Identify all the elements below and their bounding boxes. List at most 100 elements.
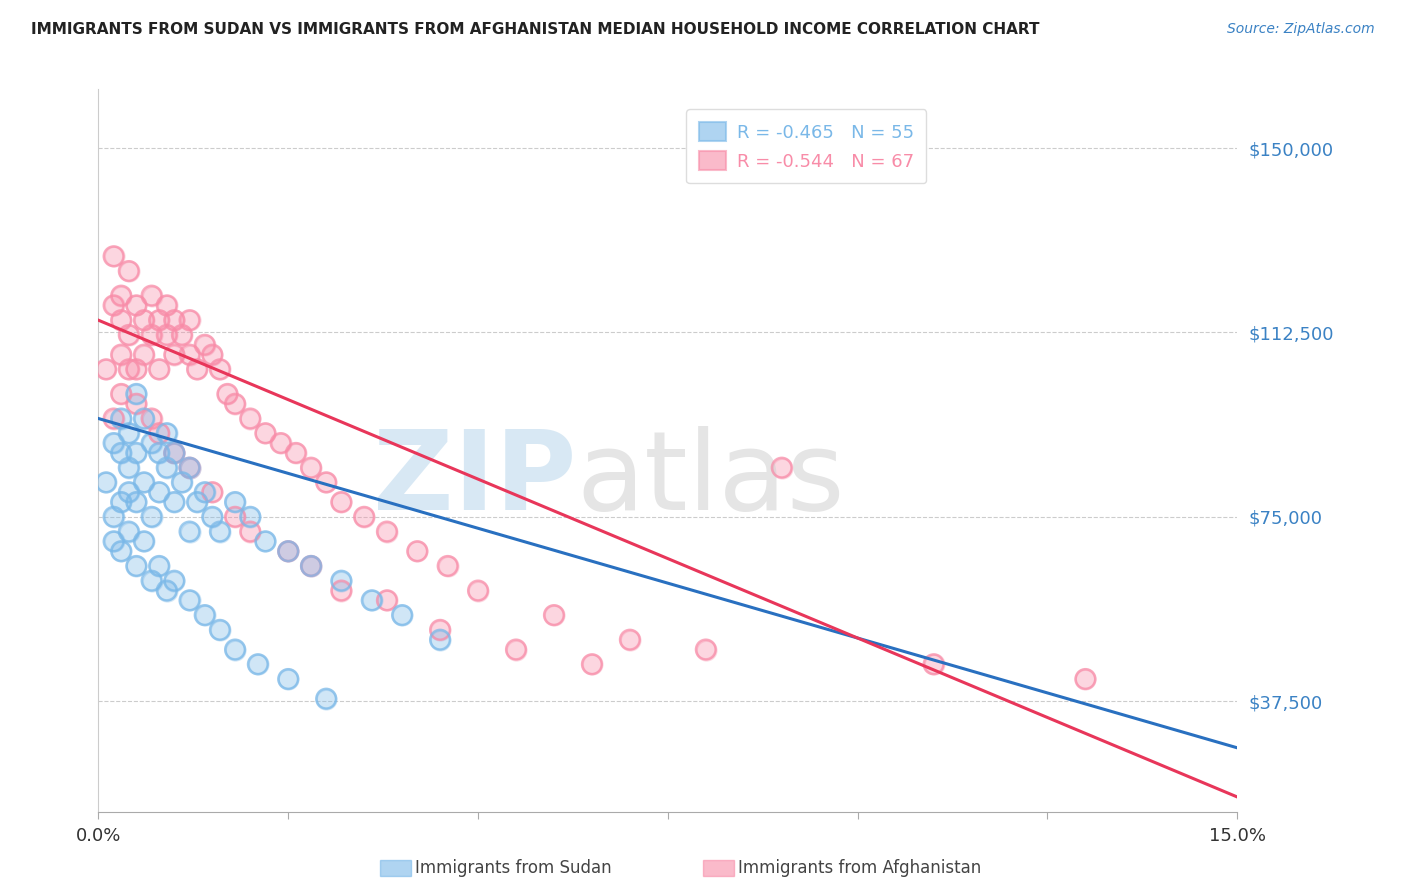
Point	[141, 328, 163, 343]
Point	[156, 583, 179, 598]
Point	[543, 608, 565, 623]
Point	[429, 623, 451, 637]
Point	[277, 544, 299, 558]
Point	[208, 524, 231, 539]
Point	[103, 534, 125, 549]
Point	[141, 436, 163, 450]
Point	[299, 558, 322, 573]
Point	[148, 362, 170, 376]
Point	[239, 411, 262, 425]
Text: Immigrants from Afghanistan: Immigrants from Afghanistan	[738, 859, 981, 877]
Point	[246, 657, 269, 672]
Point	[224, 509, 246, 524]
Point	[118, 485, 141, 500]
Point	[208, 362, 231, 376]
Point	[299, 558, 322, 573]
Point	[156, 460, 179, 475]
Point	[353, 509, 375, 524]
Point	[284, 446, 307, 460]
Point	[201, 348, 224, 362]
Point	[148, 313, 170, 327]
Point	[179, 313, 201, 327]
Point	[110, 544, 132, 558]
Point	[299, 460, 322, 475]
Point	[125, 362, 148, 376]
Point	[201, 485, 224, 500]
Point	[163, 574, 186, 588]
Point	[141, 411, 163, 425]
Point	[110, 288, 132, 302]
Point	[360, 593, 382, 607]
Point	[239, 411, 262, 425]
Point	[94, 362, 117, 376]
Point	[1074, 672, 1097, 686]
Point	[148, 446, 170, 460]
Point	[581, 657, 603, 672]
Point	[110, 544, 132, 558]
Point	[163, 348, 186, 362]
Point	[125, 298, 148, 312]
Point	[148, 558, 170, 573]
Point	[315, 691, 337, 706]
Point	[163, 313, 186, 327]
Point	[330, 495, 353, 509]
Text: Immigrants from Sudan: Immigrants from Sudan	[415, 859, 612, 877]
Point	[156, 583, 179, 598]
Point	[94, 362, 117, 376]
Point	[110, 387, 132, 401]
Point	[201, 485, 224, 500]
Point	[110, 411, 132, 425]
Point	[103, 509, 125, 524]
Point	[103, 298, 125, 312]
Point	[208, 623, 231, 637]
Point	[254, 534, 277, 549]
Point	[103, 249, 125, 263]
Point	[125, 495, 148, 509]
Point	[186, 495, 208, 509]
Point	[375, 524, 398, 539]
Point	[254, 426, 277, 441]
Point	[148, 485, 170, 500]
Point	[391, 608, 413, 623]
Point	[110, 348, 132, 362]
Point	[156, 298, 179, 312]
Point	[103, 411, 125, 425]
Point	[436, 558, 458, 573]
Point	[118, 460, 141, 475]
Point	[239, 509, 262, 524]
Point	[132, 475, 155, 490]
Point	[922, 657, 945, 672]
Point	[132, 534, 155, 549]
Point	[163, 313, 186, 327]
Point	[224, 509, 246, 524]
Point	[179, 460, 201, 475]
Point	[118, 328, 141, 343]
Point	[375, 524, 398, 539]
Point	[125, 558, 148, 573]
Point	[94, 475, 117, 490]
Point	[125, 558, 148, 573]
Text: atlas: atlas	[576, 425, 845, 533]
Point	[156, 298, 179, 312]
Point	[125, 446, 148, 460]
Point	[110, 495, 132, 509]
Point	[110, 387, 132, 401]
Point	[118, 264, 141, 278]
Point	[110, 288, 132, 302]
Point	[619, 632, 641, 647]
Point	[118, 264, 141, 278]
Point	[141, 574, 163, 588]
Point	[132, 475, 155, 490]
Point	[94, 475, 117, 490]
Point	[170, 475, 193, 490]
Point	[505, 642, 527, 657]
Point	[467, 583, 489, 598]
Point	[179, 524, 201, 539]
Point	[277, 672, 299, 686]
Point	[110, 313, 132, 327]
Point	[179, 348, 201, 362]
Point	[179, 524, 201, 539]
Point	[132, 348, 155, 362]
Point	[375, 593, 398, 607]
Point	[429, 632, 451, 647]
